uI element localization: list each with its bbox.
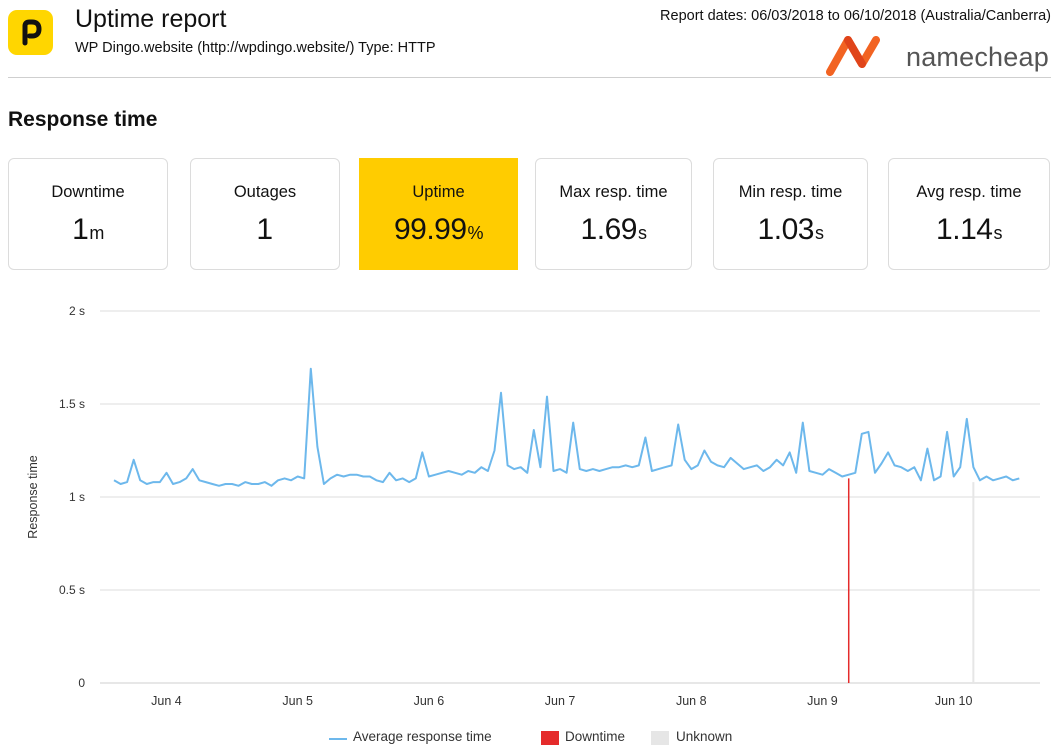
header-divider [8, 77, 1051, 78]
stat-value: 1.14s [936, 213, 1002, 246]
stat-value: 1 [256, 213, 273, 246]
stat-label: Min resp. time [738, 183, 843, 201]
stat-value: 99.99% [393, 213, 484, 246]
x-tick-label: Jun 8 [676, 694, 707, 708]
legend-line-swatch [329, 738, 347, 740]
stat-card-max-resp: Max resp. time 1.69s [535, 158, 692, 270]
x-tick-label: Jun 9 [807, 694, 838, 708]
stat-label: Uptime [412, 183, 465, 201]
namecheap-brand-text: namecheap [906, 42, 1049, 72]
stat-card-min-resp: Min resp. time 1.03s [713, 158, 868, 270]
section-title: Response time [8, 108, 158, 131]
x-tick-label: Jun 4 [151, 694, 182, 708]
stat-value: 1.69s [580, 213, 647, 246]
legend-unknown-swatch [651, 731, 669, 745]
page-subtitle: WP Dingo.website (http://wpdingo.website… [75, 40, 436, 56]
page-title: Uptime report [75, 5, 227, 33]
x-tick-label: Jun 7 [545, 694, 576, 708]
y-tick-label: 0 [78, 676, 85, 690]
response-time-chart: 0 0.5 s 1 s 1.5 s 2 s Response time Jun 4 Jun 5… [26, 304, 1040, 708]
series-line-average-response-time [113, 367, 1020, 487]
legend-item-unknown: Unknown [676, 729, 733, 744]
stat-value: 1m [72, 213, 104, 246]
x-tick-label: Jun 5 [282, 694, 313, 708]
x-tick-label: Jun 10 [935, 694, 973, 708]
stat-card-outages: Outages 1 [190, 158, 340, 270]
legend-downtime-swatch [541, 731, 559, 745]
y-tick-label: 2 s [69, 304, 85, 318]
y-tick-label: 1 s [69, 490, 85, 504]
stat-card-downtime: Downtime 1m [8, 158, 168, 270]
stat-label: Outages [233, 183, 297, 201]
stat-card-avg-resp: Avg resp. time 1.14s [888, 158, 1050, 270]
stat-label: Max resp. time [559, 183, 668, 201]
x-tick-label: Jun 6 [414, 694, 445, 708]
y-axis-label: Response time [26, 455, 40, 538]
pingdom-logo-icon [8, 10, 53, 55]
stat-card-uptime: Uptime 99.99% [359, 158, 518, 270]
stat-label: Downtime [51, 183, 125, 201]
chart-legend: Average response time Downtime Unknown [0, 729, 1057, 749]
report-dates: Report dates: 06/03/2018 to 06/10/2018 (… [660, 8, 1051, 24]
stat-value: 1.03s [757, 213, 824, 246]
legend-item-downtime: Downtime [565, 729, 626, 744]
y-tick-label: 0.5 s [59, 583, 85, 597]
y-tick-label: 1.5 s [59, 397, 85, 411]
legend-item-average: Average response time [353, 729, 492, 744]
namecheap-logo-icon [826, 36, 892, 76]
stat-label: Avg resp. time [916, 183, 1022, 201]
